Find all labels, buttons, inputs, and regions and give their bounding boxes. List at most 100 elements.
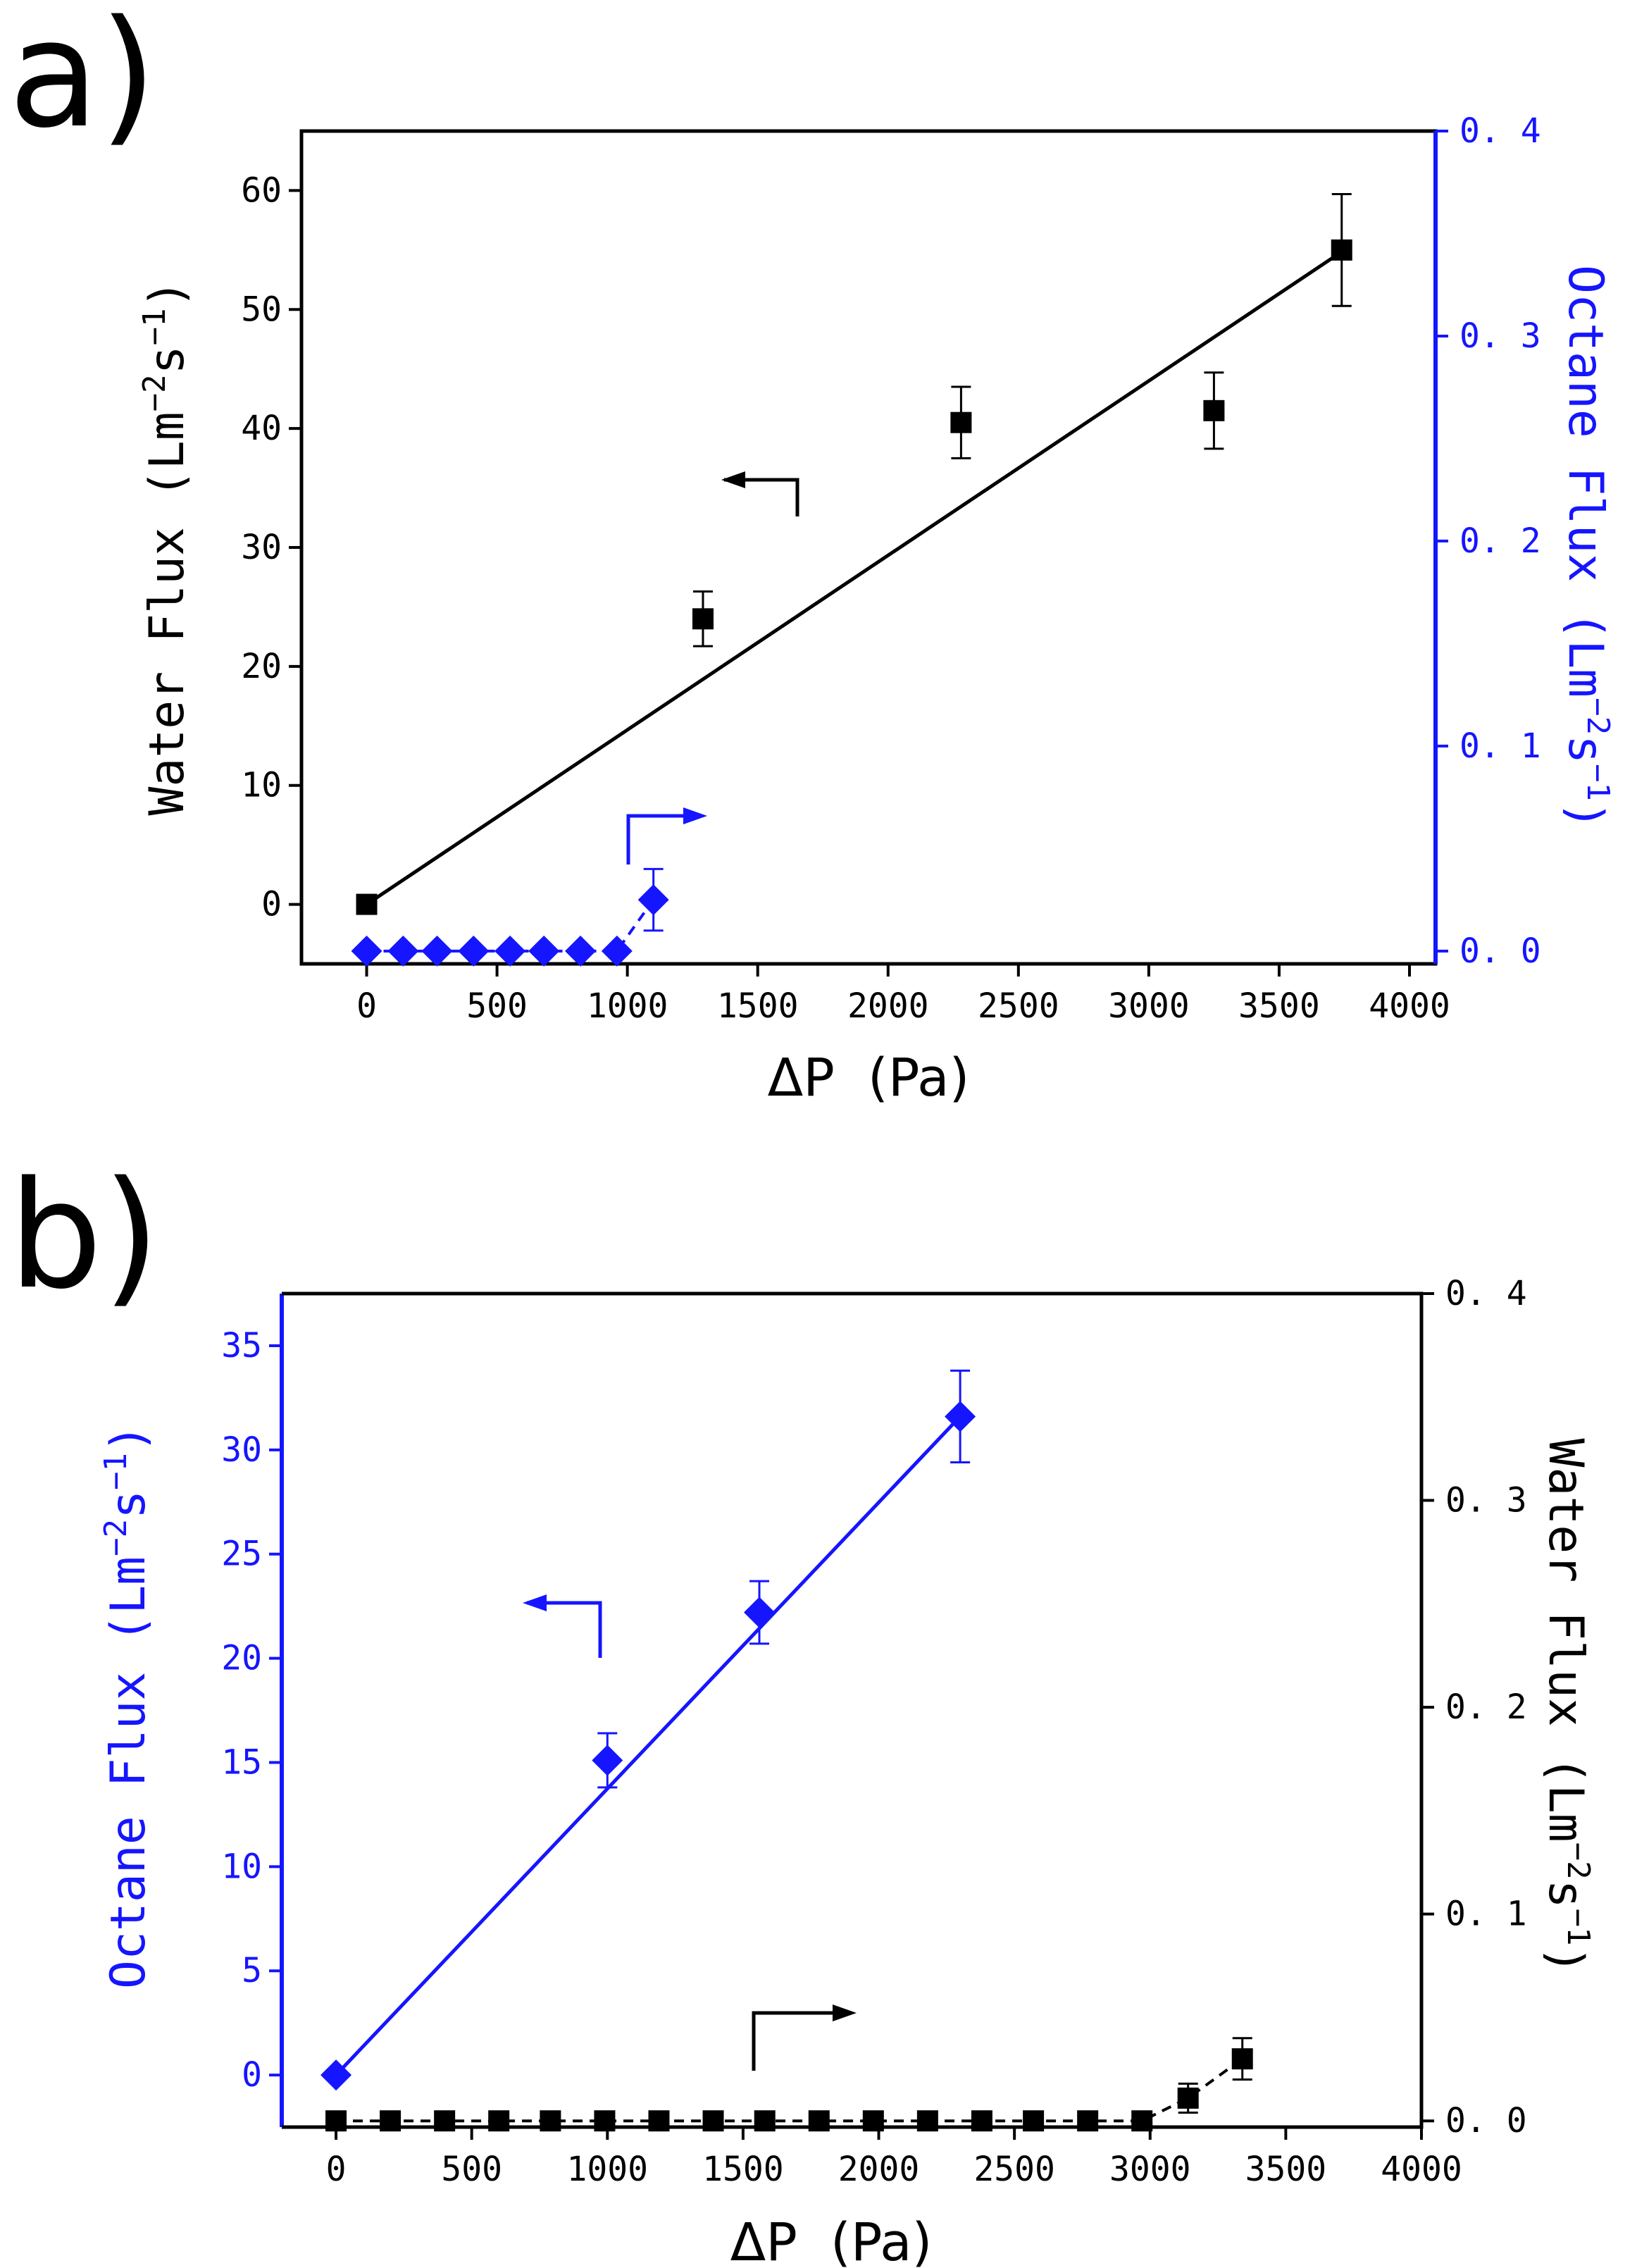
panel-b-left-axis-title: Octane Flux (Lm−2s−1): [98, 1424, 156, 1989]
panel-b-right-axis-title: Water Flux (Lm−2s−1): [1538, 1438, 1596, 1974]
water-flux-dashed-line: [336, 2057, 1243, 2123]
x-tick-label: 2000: [847, 986, 929, 1026]
water-flux-point: [594, 2110, 616, 2132]
water-flux-point: [1331, 239, 1352, 261]
x-tick-label: 2500: [978, 986, 1059, 1026]
x-tick-label: 0: [356, 986, 377, 1026]
right-tick-label: 0. 1: [1459, 726, 1541, 766]
panel-b-plot-frame: [282, 1291, 1424, 2129]
right-tick-label: 0. 2: [1445, 1687, 1527, 1727]
water-flux-point: [702, 2110, 724, 2132]
water-flux-fit-line: [366, 248, 1345, 906]
panel-b-right-ticks: 0. 0 0. 1 0. 2 0. 3 0. 4: [1421, 1274, 1527, 2140]
water-flux-point: [540, 2110, 561, 2132]
x-tick-label: 1000: [566, 2150, 648, 2189]
panel-a-right-ticks: 0. 0 0. 1 0. 2 0. 3 0. 4: [1436, 111, 1541, 971]
panel-b-x-ticks: 0 500 1000 1500 2000 2500 3000 3500 4000: [326, 2127, 1462, 2189]
panel-a: a) 0 500 1000 1500 2000 2500 3000 3500 4000 0 10 2…: [8, 0, 1616, 1108]
x-tick-label: 500: [441, 2150, 502, 2189]
panel-a-series: [351, 192, 1352, 967]
water-flux-point: [950, 411, 972, 433]
water-flux-point: [648, 2110, 670, 2132]
panel-a-left-arrow: [721, 471, 799, 516]
octane-flux-point: [945, 1401, 976, 1432]
x-tick-label: 4000: [1369, 986, 1450, 1026]
water-flux-point: [380, 2110, 402, 2132]
water-flux-point: [1131, 2110, 1153, 2132]
x-tick-label: 3000: [1108, 986, 1190, 1026]
octane-flux-point: [494, 935, 526, 967]
x-tick-label: 3000: [1109, 2150, 1191, 2189]
octane-flux-point: [528, 935, 560, 967]
water-flux-point: [1231, 2048, 1253, 2070]
right-tick-label: 0. 3: [1445, 1481, 1527, 1520]
right-tick-label: 0. 0: [1445, 2101, 1527, 2140]
water-flux-point: [434, 2110, 456, 2132]
panel-b-label: b): [8, 1149, 160, 1322]
panel-b-left-arrow: [523, 1594, 602, 1658]
octane-flux-point: [421, 935, 453, 967]
water-flux-point: [808, 2110, 830, 2132]
octane-flux-point: [601, 935, 633, 967]
x-tick-label: 0: [326, 2150, 347, 2189]
octane-flux-point: [320, 2059, 352, 2091]
water-flux-point: [916, 2110, 938, 2132]
left-tick-label: 0: [242, 2055, 262, 2095]
right-tick-label: 0. 2: [1459, 521, 1541, 561]
octane-flux-point: [351, 935, 382, 967]
panel-a-right-arrow: [626, 807, 707, 865]
water-flux-point: [1023, 2110, 1045, 2132]
x-tick-label: 3500: [1245, 2150, 1327, 2189]
octane-flux-point: [458, 935, 490, 967]
x-tick-label: 500: [466, 986, 528, 1026]
water-flux-point: [692, 608, 714, 630]
octane-flux-point: [637, 884, 669, 916]
x-tick-label: 1500: [717, 986, 799, 1026]
water-flux-point: [488, 2110, 510, 2132]
left-tick-label: 60: [241, 171, 282, 210]
water-flux-point: [356, 893, 378, 915]
panel-a-left-axis-title: Water Flux (Lm−2s−1): [137, 279, 195, 815]
left-tick-label: 20: [241, 647, 282, 686]
octane-flux-point: [565, 935, 597, 967]
right-tick-label: 0. 4: [1445, 1274, 1527, 1313]
panel-a-right-axis-title: Octane Flux (Lm−2s−1): [1557, 265, 1616, 830]
panel-a-plot-frame: [299, 129, 1438, 966]
left-tick-label: 50: [241, 290, 282, 329]
x-tick-label: 4000: [1381, 2150, 1462, 2189]
left-tick-label: 20: [221, 1639, 262, 1678]
left-tick-label: 0: [261, 885, 282, 924]
water-flux-point: [325, 2110, 347, 2132]
left-tick-label: 35: [221, 1326, 262, 1365]
panel-b-x-axis-title: ΔP (Pa): [730, 2212, 933, 2268]
left-tick-label: 30: [221, 1430, 262, 1470]
panel-a-x-ticks: 0 500 1000 1500 2000 2500 3000 3500 4000: [356, 964, 1450, 1026]
water-flux-point: [1077, 2110, 1099, 2132]
left-tick-label: 5: [242, 1951, 262, 1990]
x-tick-label: 1000: [587, 986, 668, 1026]
left-tick-label: 10: [241, 766, 282, 805]
left-tick-label: 40: [241, 409, 282, 448]
panel-a-x-axis-title: ΔP (Pa): [768, 1048, 970, 1108]
x-tick-label: 2500: [973, 2150, 1055, 2189]
x-tick-label: 3500: [1238, 986, 1320, 1026]
octane-flux-fit-line: [335, 1415, 961, 2076]
water-flux-point: [971, 2110, 992, 2132]
water-flux-point: [754, 2110, 776, 2132]
x-tick-label: 1500: [702, 2150, 784, 2189]
left-tick-label: 30: [241, 528, 282, 567]
right-tick-label: 0. 3: [1459, 316, 1541, 356]
right-tick-label: 0. 4: [1459, 111, 1541, 151]
left-tick-label: 25: [221, 1535, 262, 1574]
panel-a-left-ticks: 0 10 20 30 40 50 60: [241, 171, 301, 924]
left-tick-label: 15: [221, 1742, 262, 1782]
water-flux-point: [862, 2110, 884, 2132]
octane-flux-point: [744, 1597, 776, 1628]
panel-b-right-arrow: [752, 2004, 857, 2071]
panel-b: b) 0 500 1000 1500 2000 2500 3000 3500 4000 0 5 10…: [8, 1149, 1596, 2268]
x-tick-label: 2000: [838, 2150, 920, 2189]
right-tick-label: 0. 1: [1445, 1895, 1527, 1934]
panel-a-label: a): [8, 0, 157, 161]
octane-flux-point: [592, 1745, 623, 1776]
